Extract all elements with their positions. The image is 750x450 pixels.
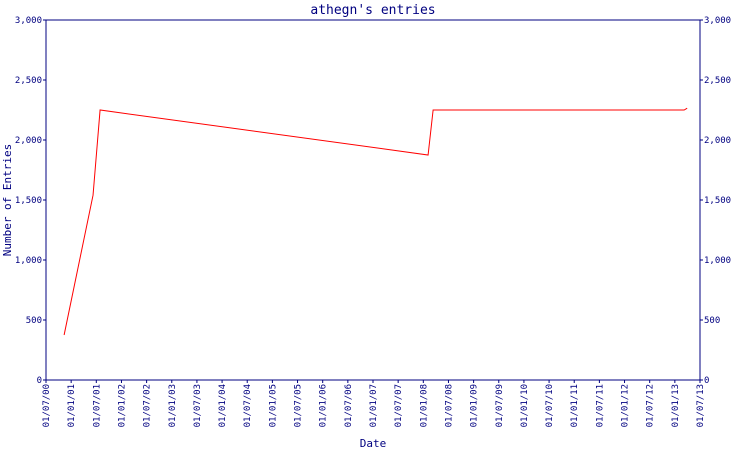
x-tick-label: 01/01/03: [168, 384, 178, 427]
x-tick-label: 01/07/07: [394, 384, 404, 427]
x-tick-label: 01/07/12: [646, 384, 656, 427]
x-tick-label: 01/07/05: [294, 384, 304, 427]
y2-tick-label: 500: [704, 316, 720, 326]
y2-tick-label: 3,000: [704, 16, 731, 26]
x-tick-label: 01/01/04: [218, 384, 228, 427]
x-tick-label: 01/01/11: [570, 384, 580, 427]
y-tick-label: 500: [26, 316, 42, 326]
y-tick-label: 2,500: [15, 76, 42, 86]
x-tick-label: 01/01/06: [319, 384, 329, 427]
y-tick-label: 1,000: [15, 256, 42, 266]
x-tick-label: 01/01/13: [671, 384, 681, 427]
x-tick-label: 01/07/10: [545, 384, 555, 427]
y2-tick-label: 2,000: [704, 136, 731, 146]
x-tick-label: 01/07/01: [92, 384, 102, 427]
x-tick-label: 01/07/04: [243, 384, 253, 427]
y-tick-label: 1,500: [15, 196, 42, 206]
x-tick-label: 01/01/05: [268, 384, 278, 427]
y2-tick-label: 2,500: [704, 76, 731, 86]
y-tick-label: 3,000: [15, 16, 42, 26]
y2-tick-label: 1,000: [704, 256, 731, 266]
x-tick-label: 01/07/03: [193, 384, 203, 427]
x-tick-label: 01/07/08: [444, 384, 454, 427]
y-tick-label: 0: [37, 376, 42, 386]
x-tick-label: 01/07/13: [696, 384, 706, 427]
chart-title: athegn's entries: [310, 3, 435, 18]
x-tick-label: 01/01/08: [419, 384, 429, 427]
x-tick-label: 01/07/09: [495, 384, 505, 427]
x-tick-label: 01/07/00: [42, 384, 52, 427]
x-tick-label: 01/01/01: [67, 384, 77, 427]
x-tick-label: 01/07/02: [143, 384, 153, 427]
x-tick-label: 01/01/09: [470, 384, 480, 427]
x-tick-label: 01/01/07: [369, 384, 379, 427]
x-axis-title: Date: [360, 437, 387, 450]
y-axis-title: Number of Entries: [1, 144, 14, 257]
y-tick-label: 2,000: [15, 136, 42, 146]
y2-tick-label: 1,500: [704, 196, 731, 206]
data-line: [63, 107, 688, 336]
y2-tick-label: 0: [704, 376, 709, 386]
x-tick-label: 01/07/11: [595, 384, 605, 427]
x-tick-label: 01/07/06: [344, 384, 354, 427]
x-tick-label: 01/01/02: [117, 384, 127, 427]
x-tick-label: 01/01/12: [621, 384, 631, 427]
x-tick-label: 01/01/10: [520, 384, 530, 427]
